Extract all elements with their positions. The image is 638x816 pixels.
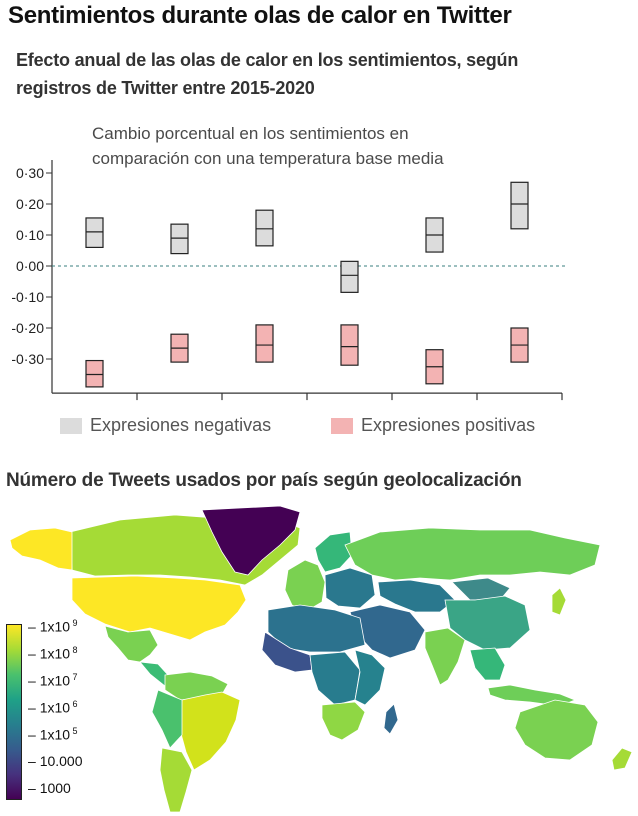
y-tick-label: -0·20 [11, 320, 44, 336]
chart-subtitle-line-2: registros de Twitter entre 2015-2020 [16, 78, 315, 98]
negative-box [340, 260, 359, 293]
map-region-east-africa [354, 649, 386, 706]
chart-subtitle-line-1: Efecto anual de las olas de calor en los… [16, 50, 519, 70]
map-region-japan [551, 587, 567, 616]
map-region-central-africa [309, 651, 361, 706]
legend-positive-swatch [331, 417, 353, 434]
map-region-kazakhstan-central-asia [377, 579, 456, 613]
map-title: Número de Tweets usados por país según g… [6, 470, 522, 491]
positive-box [85, 359, 104, 388]
colorbar-tick-label: – 1x10 7 [28, 672, 78, 689]
map-region-peru-bolivia [151, 689, 183, 749]
map-region-west-africa [261, 631, 313, 673]
map-region-mongolia [451, 577, 511, 601]
negative-box [85, 217, 104, 249]
colorbar-tick-label: – 10.000 [28, 753, 83, 770]
positive-box [255, 324, 274, 363]
world-map [9, 505, 633, 813]
map-region-greenland [201, 505, 301, 576]
colorbar-tick-label: – 1x10 9 [28, 618, 78, 635]
map-region-china [444, 595, 531, 651]
map-region-united-states [71, 575, 247, 641]
negative-box [170, 223, 189, 255]
map-region-new-zealand [611, 747, 633, 771]
negative-box [255, 209, 274, 247]
colorbar [6, 624, 22, 800]
colorbar-tick-label: – 1x10 5 [28, 726, 78, 743]
map-region-russia [344, 527, 601, 581]
legend-negative-label: Expresiones negativas [90, 415, 272, 435]
colorbar-tick-label: – 1x10 6 [28, 699, 78, 716]
positive-box [340, 324, 359, 366]
map-region-india [424, 627, 466, 686]
map-region-argentina-chile [159, 747, 193, 813]
y-tick-label: 0·20 [16, 196, 44, 212]
chart-annotation-line-2: comparación con una temperatura base med… [92, 149, 444, 168]
legend-negative: Expresiones negativas [60, 415, 271, 436]
y-tick-label: 0·00 [16, 258, 44, 274]
legend-positive: Expresiones positivas [331, 415, 535, 436]
map-region-southeast-asia [469, 647, 506, 681]
chart-annotation-line-1: Cambio porcentual en los sentimientos en [92, 124, 409, 143]
map-region-scandinavia [314, 531, 353, 573]
negative-box [510, 181, 529, 230]
map-region-australia [514, 699, 599, 761]
map-region-mexico [104, 625, 159, 663]
legend-positive-label: Expresiones positivas [361, 415, 536, 435]
colorbar-tick-label: – 1x10 8 [28, 645, 78, 662]
sentiment-box-chart: 0·30 0·20 0·10 0·00 -0·10 -0·20 -0·30 [11, 160, 566, 401]
map-region-brazil [179, 691, 241, 771]
map-region-western-europe [284, 559, 326, 613]
map-region-southern-africa [321, 701, 366, 741]
colorbar-tick-label: – 1000 [28, 780, 71, 797]
map-region-alaska [9, 527, 73, 571]
y-tick-label: 0·10 [16, 227, 44, 243]
legend-negative-swatch [60, 417, 82, 434]
y-tick-label: -0·10 [11, 289, 44, 305]
y-tick-label: 0·30 [16, 165, 44, 181]
map-region-eastern-europe [324, 567, 376, 609]
y-tick-label: -0·30 [11, 351, 44, 367]
map-region-madagascar [383, 703, 399, 735]
page-title: Sentimientos durante olas de calor en Tw… [8, 2, 512, 29]
